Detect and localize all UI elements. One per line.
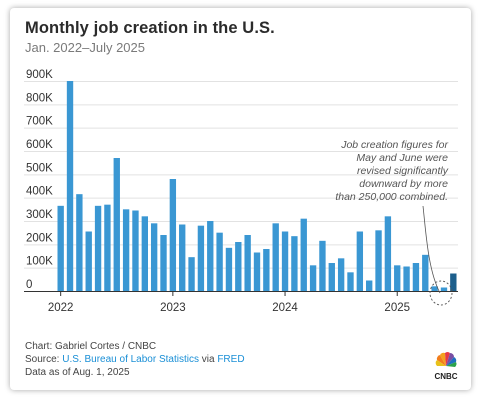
- annotation-line-5: than 250,000 combined.: [335, 191, 448, 203]
- bar-2024-03: [300, 218, 307, 291]
- y-tick-label: 300K: [26, 209, 53, 221]
- annotation-line-3: revised significantly: [357, 165, 449, 177]
- bar-2022-04: [85, 231, 92, 291]
- bar-2022-10: [141, 216, 148, 291]
- data-as-of: Data as of Aug. 1, 2025: [25, 367, 130, 378]
- bar-2022-09: [132, 210, 139, 291]
- y-tick-label: 800K: [26, 92, 53, 104]
- annotation: Job creation figures for May and June we…: [335, 139, 453, 306]
- bar-2022-02: [66, 81, 74, 291]
- bar-2023-10: [253, 252, 261, 291]
- bar-2024-06: [328, 263, 335, 291]
- bar-2024-04: [309, 265, 317, 291]
- bar-2024-10: [366, 280, 373, 291]
- annotation-leader-line: [422, 205, 441, 294]
- bar-2022-05: [94, 205, 102, 291]
- y-tick-label: 100K: [26, 256, 53, 268]
- bar-2025-06: [440, 287, 448, 291]
- bar-2024-05: [319, 240, 326, 291]
- bar-2022-12: [160, 235, 167, 291]
- bar-2023-11: [263, 249, 270, 291]
- bar-2023-09: [244, 235, 251, 291]
- chart-title: Monthly job creation in the U.S.: [25, 19, 275, 37]
- bar-2023-03: [188, 257, 195, 291]
- y-tick-label: 200K: [26, 232, 53, 244]
- bar-2025-02: [403, 266, 410, 291]
- y-tick-label: 600K: [26, 139, 53, 151]
- y-tick-label: 900K: [26, 69, 53, 81]
- y-axis-ticks: 0 100K 200K 300K 400K 500K 600K 700K 800K 900K: [26, 69, 53, 291]
- annotation-line-1: Job creation figures for: [340, 139, 448, 151]
- y-tick-label: 700K: [26, 116, 53, 128]
- x-tick-label: 2022: [48, 302, 74, 314]
- bar-2024-01: [281, 231, 289, 291]
- bar-2024-08: [347, 272, 354, 291]
- bar-2022-03: [76, 194, 83, 291]
- bar-2023-02: [179, 224, 186, 291]
- bar-2023-12: [272, 223, 279, 291]
- bar-2023-04: [197, 225, 205, 291]
- bars: [57, 81, 457, 291]
- x-tick-label: 2023: [160, 302, 186, 314]
- y-tick-label: 500K: [26, 162, 53, 174]
- annotation-line-2: May and June were: [356, 152, 448, 164]
- bar-2023-08: [235, 242, 242, 291]
- bar-2023-06: [216, 232, 223, 291]
- bar-chart: 0 100K 200K 300K 400K 500K 600K 700K 800K 900K 20…: [24, 69, 458, 314]
- chart-subtitle: Jan. 2022–July 2025: [25, 40, 145, 55]
- bar-2025-03: [412, 263, 420, 291]
- bar-2024-02: [291, 236, 298, 291]
- bar-2024-07: [337, 258, 345, 291]
- bar-2023-01: [169, 179, 177, 291]
- bar-2022-11: [150, 223, 158, 291]
- annotation-highlight-circle: [429, 280, 453, 306]
- y-tick-label: 0: [26, 279, 32, 291]
- bar-2025-07: [450, 273, 457, 291]
- bar-2022-07: [113, 158, 120, 291]
- bar-2024-11: [375, 230, 382, 291]
- source-prefix: Source:: [25, 354, 63, 365]
- x-tick-label: 2024: [272, 302, 298, 314]
- source-link-bls[interactable]: U.S. Bureau of Labor Statistics: [62, 354, 199, 365]
- cnbc-logo: CNBC: [434, 352, 458, 381]
- bar-2023-07: [225, 247, 233, 291]
- y-tick-label: 400K: [26, 186, 53, 198]
- bar-2025-05: [431, 286, 438, 291]
- cnbc-logo-text: CNBC: [434, 372, 457, 381]
- bar-2022-06: [104, 204, 111, 291]
- bar-2023-05: [207, 221, 214, 291]
- bar-2025-01: [394, 265, 401, 291]
- annotation-line-4: downward by more: [359, 178, 448, 190]
- bar-2022-01: [57, 205, 64, 291]
- bar-2024-09: [356, 231, 364, 291]
- x-axis-ticks: 2022 2023 2024 2025: [48, 291, 410, 314]
- chart-card: Monthly job creation in the U.S. Jan. 20…: [10, 8, 471, 390]
- source-via: via: [198, 354, 218, 365]
- x-tick-label: 2025: [384, 302, 410, 314]
- bar-2025-04: [422, 254, 429, 291]
- source-link-fred[interactable]: FRED: [217, 354, 245, 365]
- bar-2024-12: [384, 216, 392, 291]
- chart-credit: Chart: Gabriel Cortes / CNBC: [25, 341, 157, 352]
- bar-2022-08: [122, 209, 130, 291]
- chart-source: Source: U.S. Bureau of Labor Statistics …: [25, 354, 245, 365]
